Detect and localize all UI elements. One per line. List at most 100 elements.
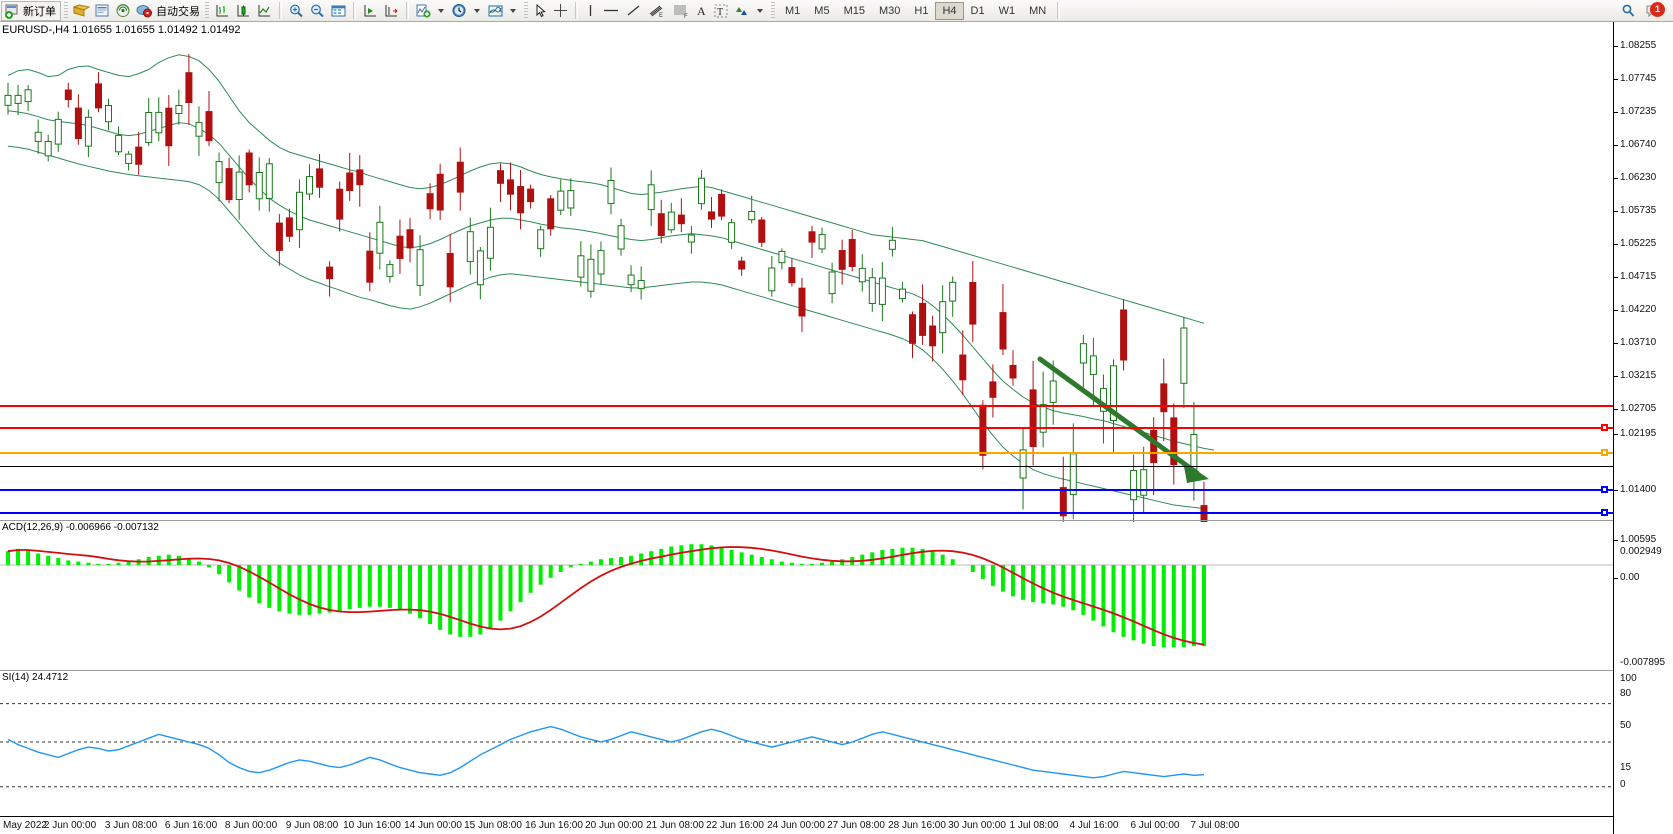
fibonacci-button[interactable]: F [669,1,693,21]
signal-button[interactable] [113,1,134,21]
level-drag-handle[interactable] [1601,424,1608,431]
trendline-button[interactable] [623,1,645,21]
level-drag-handle[interactable] [1601,486,1608,493]
price-axis-label: 1.02705 [1620,403,1657,414]
timeframe-m15[interactable]: M15 [843,4,865,17]
crosshair-button[interactable] [550,1,571,21]
rsi-axis-label: 15 [1620,762,1632,773]
macd-pane[interactable] [0,524,1613,668]
rsi-axis-label: 50 [1620,720,1632,731]
resistance-line[interactable] [0,405,1613,407]
chevron-down-icon-3[interactable] [510,8,516,13]
indicators-button[interactable] [413,1,449,21]
search-button[interactable] [1618,1,1639,21]
new-order-icon [4,3,20,19]
templates-button[interactable] [485,1,521,21]
date-axis-label: 27 Jun 08:00 [827,820,885,831]
price-axis-tick [1614,79,1618,80]
date-axis-label: 8 Jun 00:00 [224,820,278,831]
date-axis-label: 2 Jun 00:00 [43,820,97,831]
price-axis[interactable]: 1.08255 1.07745 1.07235 1.06740 1.06230 1.057… [1613,22,1673,834]
timeframe-d1[interactable]: D1 [970,4,985,17]
search-icon [1620,3,1637,19]
news-button[interactable] [92,1,113,21]
chevron-down-icon-2[interactable] [474,8,480,13]
price-axis-label: 1.07745 [1620,73,1657,84]
toolbar-grip-3[interactable] [524,1,528,20]
vertical-line-button[interactable] [582,1,599,21]
price-axis-tick [1614,409,1618,410]
zoom-out-button[interactable] [307,1,328,21]
grid-icon [330,3,347,19]
timeframe-h4[interactable]: H4 [935,1,964,20]
price-axis-label: 1.06230 [1620,172,1657,183]
date-axis-label: 6 Jun 16:00 [164,820,218,831]
date-axis-label: 16 Jun 16:00 [525,820,583,831]
rsi-axis-label: 100 [1620,673,1637,684]
timeframe-mn[interactable]: MN [1029,4,1047,17]
date-axis-label: 4 Jul 16:00 [1069,820,1119,831]
notification-button[interactable]: 1 [1643,1,1669,21]
objects-button[interactable] [731,1,768,21]
period-button[interactable] [449,1,485,21]
toolbar-grip-4[interactable] [771,1,775,20]
support-line[interactable] [0,512,1613,514]
timeframe-m1[interactable]: M1 [785,4,801,17]
bar-chart-icon [214,3,231,19]
support-line[interactable] [0,489,1613,491]
resistance-line[interactable] [0,427,1613,429]
chevron-down-icon[interactable] [438,8,444,13]
timeframe-h1[interactable]: H1 [914,4,929,17]
toolbar-grip[interactable] [64,1,68,20]
vertical-line-icon [584,3,597,19]
date-axis-label: 1 Jul 08:00 [1009,820,1059,831]
horizontal-line-button[interactable] [599,1,623,21]
entry-line[interactable] [0,452,1613,454]
level-drag-handle[interactable] [1601,449,1608,456]
text-button[interactable]: A [693,1,711,21]
date-axis-label: 22 Jun 16:00 [706,820,764,831]
equidistant-channel-button[interactable]: E [645,1,669,21]
timeframe-w1[interactable]: W1 [998,4,1016,17]
folder-button[interactable] [71,1,92,21]
pane-separator-rsi [0,670,1613,671]
timeframe-m5[interactable]: M5 [814,4,830,17]
text-label-icon: T [713,3,729,19]
level-drag-handle[interactable] [1601,509,1608,516]
grid-button[interactable] [328,1,349,21]
svg-text:A: A [697,4,706,18]
chart-canvas[interactable]: EURUSD-,H4 1.01655 1.01655 1.01492 1.014… [0,22,1673,834]
auto-scroll-icon [383,3,400,19]
candlestick-series[interactable] [4,22,1214,522]
news-icon [94,3,111,18]
shift-end-button[interactable] [360,1,381,21]
toolbar-separator-2 [353,2,356,19]
date-axis-label: 28 Jun 16:00 [888,820,946,831]
toolbar-grip-2[interactable] [205,1,209,20]
chevron-down-icon-4[interactable] [757,8,763,13]
price-axis-label: 1.05735 [1620,205,1657,216]
zoom-in-icon [288,3,305,19]
date-axis[interactable]: May 2022 2 Jun 00:00 3 Jun 08:00 6 Jun 16:0… [0,816,1613,834]
line-chart-button[interactable] [254,1,275,21]
macd-signal-line [7,546,1205,646]
price-axis-label: 1.07235 [1620,106,1657,117]
bar-chart-button[interactable] [212,1,233,21]
bollinger-band-0 [7,54,1205,324]
price-axis-label: 1.06740 [1620,139,1657,150]
new-order-button[interactable]: 新订单 [1,0,61,21]
current-price-line[interactable] [0,466,1613,467]
date-axis-label: 9 Jun 08:00 [285,820,339,831]
shift-end-icon [362,3,379,19]
candlestick-chart-button[interactable] [233,1,254,21]
candlestick-chart-icon [235,3,252,19]
cursor-button[interactable] [531,1,550,21]
zoom-in-button[interactable] [286,1,307,21]
auto-scroll-button[interactable] [381,1,402,21]
timeframe-m30[interactable]: M30 [878,4,901,17]
horizontal-line-icon [601,3,621,19]
auto-trading-button[interactable]: 自动交易 [134,1,202,21]
price-pane[interactable] [0,22,1613,522]
rsi-pane[interactable] [0,674,1613,814]
text-label-button[interactable]: T [711,1,731,21]
